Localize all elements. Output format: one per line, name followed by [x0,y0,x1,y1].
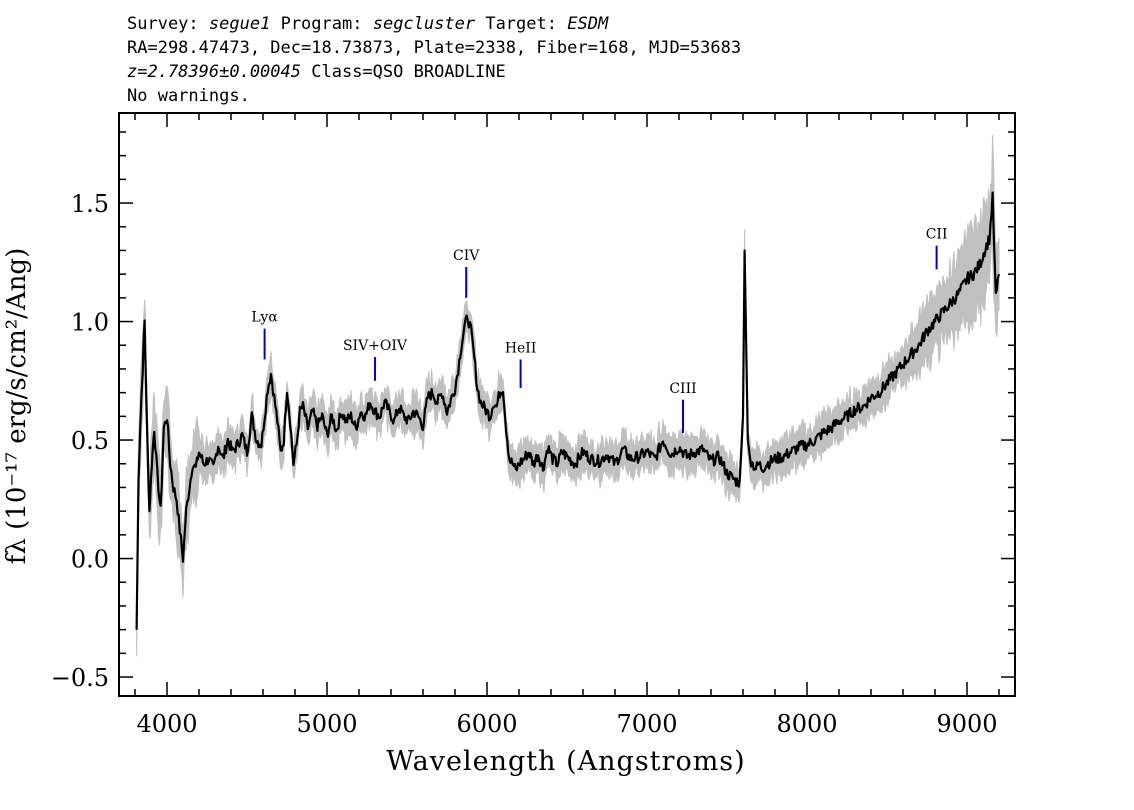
coords-line: RA=298.47473, Dec=18.73873, Plate=2338, … [127,38,742,58]
y-tick-label: 1.5 [71,190,109,218]
emission-line-annotations: Lyα SIV+OIV CIV HeII CIII CII [251,227,947,433]
survey-value: segue1 [208,14,271,34]
target-label: Target: [485,14,557,34]
annotation-label-ly: Lyα [251,310,278,326]
x-axis-label: Wavelength (Angstroms) [386,746,745,777]
plot-frame [118,112,1016,697]
x-axis-ticks: 4000 5000 6000 7000 8000 9000 [134,113,1000,738]
x-tick-label: 9000 [936,710,997,738]
x-tick-label: 7000 [616,710,677,738]
redshift-line: z=2.78396±0.00045 Class=QSO BROADLINE [127,60,1027,84]
spectrum-header: Survey: segue1 Program: segcluster Targe… [127,12,1027,108]
annotation-label-heii: HeII [505,340,537,356]
y-tick-label: 1.0 [71,309,109,337]
redshift-value: z=2.78396±0.00045 [127,62,301,82]
program-value: segcluster [372,14,476,34]
y-tick-label: 0.0 [71,546,109,574]
annotation-label-ciii: CIII [669,381,696,397]
x-tick-label: 8000 [776,710,837,738]
y-tick-label: 0.5 [71,427,109,455]
warnings-line: No warnings. [127,86,250,106]
class-text: Class=QSO BROADLINE [311,62,506,82]
x-tick-label: 4000 [136,710,197,738]
survey-line: Survey: segue1 Program: segcluster Targe… [127,12,1027,36]
annotation-label-siv-oiv: SIV+OIV [343,338,408,354]
y-axis-ticks: −0.5 0.0 0.5 1.0 1.5 [51,131,1015,692]
annotation-label-civ: CIV [453,248,480,264]
error-band [136,134,1000,657]
error-band-layer [136,134,1000,657]
flux-series-line [135,191,1001,630]
flux-line-layer [135,191,1001,630]
program-label: Program: [280,14,363,34]
x-tick-label: 5000 [296,710,357,738]
y-axis-label: fλ (10⁻¹⁷ erg/s/cm²/Ang) [2,248,32,564]
x-tick-label: 6000 [456,710,517,738]
target-value: ESDM [567,14,609,34]
y-tick-label: −0.5 [51,664,109,692]
annotation-label-cii: CII [926,227,948,243]
survey-label: Survey: [127,14,199,34]
